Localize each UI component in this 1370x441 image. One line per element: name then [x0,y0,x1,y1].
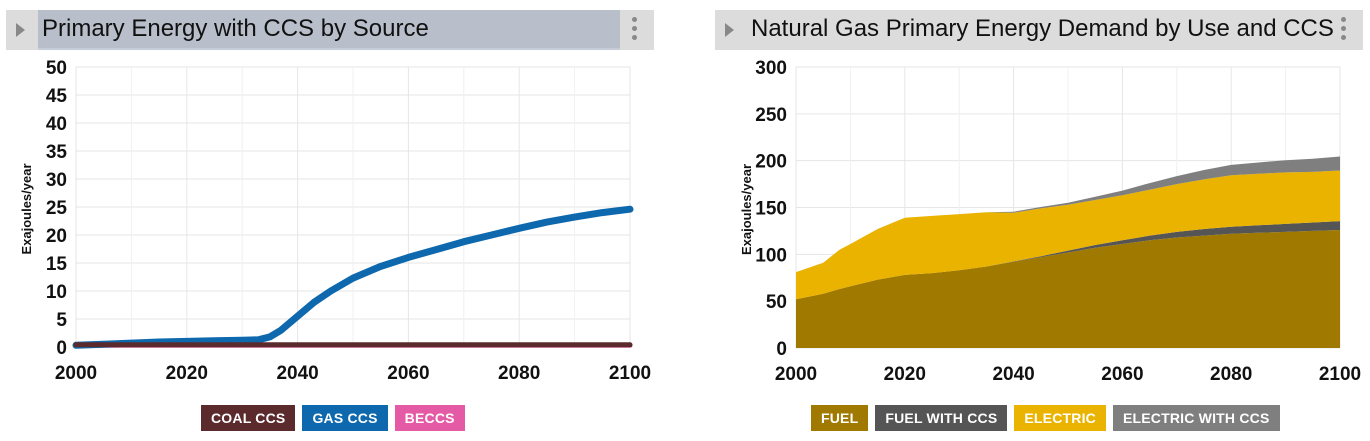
x-tick-label: 2080 [1210,364,1252,385]
expand-caret-icon[interactable] [16,23,25,37]
y-tick-label: 5 [56,310,67,331]
legend-item-electric-with-ccs[interactable]: ELECTRIC WITH CCS [1112,405,1280,431]
y-axis-label: Exajoules/year [19,163,34,254]
chart-plot-left: 0 5 10 15 20 25 30 35 40 45 50 2000 2020 2040 2060 2080… [19,58,651,384]
legend-item-beccs[interactable]: BECCS [394,405,465,431]
more-options-icon[interactable] [1341,17,1347,43]
x-tick-label: 2080 [498,363,540,384]
chart-header-left[interactable]: Primary Energy with CCS by Source [6,10,654,50]
y-tick-label: 0 [56,338,67,359]
series-area-fuel[interactable] [796,230,1340,348]
y-tick-label: 50 [766,292,787,313]
series-area-electric[interactable] [796,170,1340,300]
x-tick-label: 2040 [276,363,318,384]
series-area-fuel-with-ccs[interactable] [796,221,1340,300]
chart-title-left: Primary Energy with CCS by Source [38,10,620,50]
x-tick-label: 2100 [1319,364,1361,385]
y-tick-label: 50 [46,58,67,79]
chart-plot-right: 0 50 100 150 200 250 300 2000 2020 2040 2060 2080 21… [739,58,1361,385]
y-tick-label: 10 [46,282,67,303]
x-tick-label: 2020 [166,363,208,384]
x-tick-label: 2060 [387,363,429,384]
expand-caret-icon[interactable] [725,23,734,37]
series-area-electric-with-ccs[interactable] [796,156,1340,273]
x-tick-label: 2060 [1101,364,1143,385]
y-tick-label: 200 [755,152,787,173]
legend-item-coal-ccs[interactable]: COAL CCS [201,405,296,431]
chart-panel-left: Primary Energy with CCS by Source 0 5 10 15… [0,0,660,441]
y-tick-label: 20 [46,226,67,247]
legend-right: FUEL FUEL WITH CCS ELECTRIC ELECTRIC WITH C… [811,405,1280,431]
y-tick-label: 300 [755,58,787,79]
y-tick-label: 0 [776,339,787,360]
x-tick-label: 2020 [884,364,926,385]
y-tick-label: 150 [755,199,787,220]
y-tick-label: 15 [46,254,68,275]
more-options-icon[interactable] [632,17,638,43]
x-tick-label: 2040 [992,364,1034,385]
chart-header-right[interactable]: Natural Gas Primary Energy Demand by Use… [715,10,1363,50]
legend-item-gas-ccs[interactable]: GAS CCS [302,405,388,431]
x-tick-label: 2000 [775,364,817,385]
y-tick-label: 35 [46,142,68,163]
legend-item-electric[interactable]: ELECTRIC [1014,405,1106,431]
y-tick-label: 30 [46,170,67,191]
legend-left: COAL CCS GAS CCS BECCS [201,405,465,431]
x-tick-label: 2000 [55,363,97,384]
legend-item-fuel[interactable]: FUEL [811,405,869,431]
grid-lines [75,66,631,348]
x-tick-label: 2100 [609,363,651,384]
y-tick-label: 45 [46,86,68,107]
y-tick-label: 100 [755,245,787,266]
y-tick-label: 25 [46,198,68,219]
y-tick-label: 250 [755,105,787,126]
y-tick-label: 40 [46,114,67,135]
chart-panel-right: Natural Gas Primary Energy Demand by Use… [710,0,1370,441]
legend-item-fuel-with-ccs[interactable]: FUEL WITH CCS [875,405,1008,431]
y-axis-label: Exajoules/year [739,164,754,255]
series-line-gas-ccs[interactable] [72,205,634,349]
chart-title-right: Natural Gas Primary Energy Demand by Use… [751,15,1334,42]
